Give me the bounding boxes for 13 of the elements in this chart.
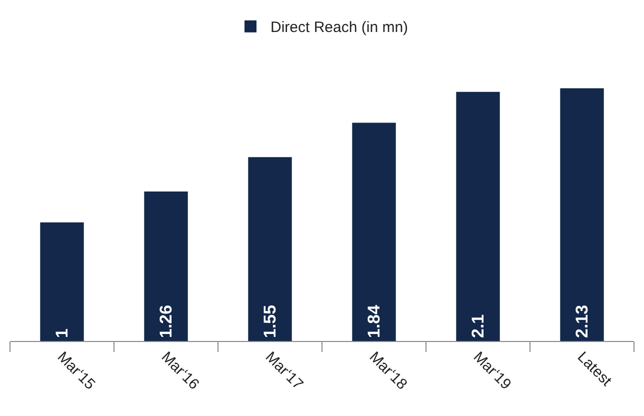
bar (456, 92, 500, 341)
data-label: 1 (52, 328, 72, 338)
bar (352, 122, 396, 341)
bar (40, 222, 84, 341)
data-label: 2.13 (572, 304, 592, 338)
data-label: 1.84 (364, 304, 384, 338)
bar (560, 88, 604, 341)
data-label: 2.1 (468, 314, 488, 338)
legend-label: Direct Reach (in mn) (270, 19, 408, 36)
data-label: 1.55 (260, 304, 280, 338)
bar (144, 192, 188, 341)
bar (248, 157, 292, 341)
data-label: 1.26 (156, 304, 176, 338)
